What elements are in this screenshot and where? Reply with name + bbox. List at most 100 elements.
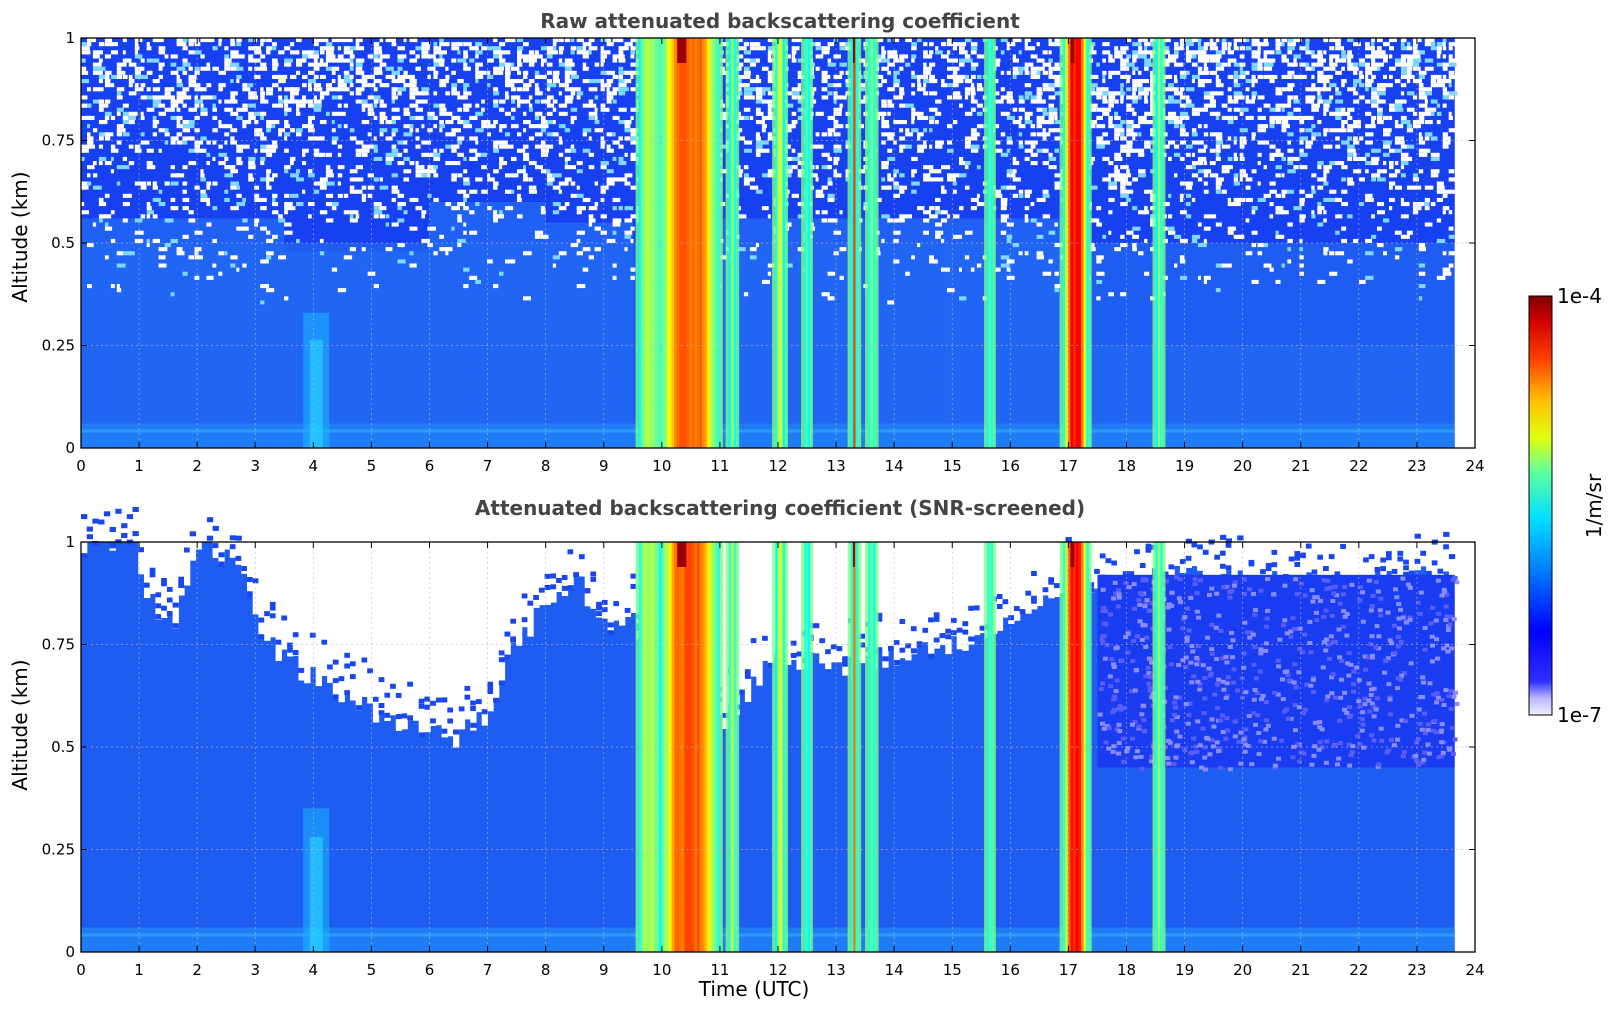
noise-speck xyxy=(1371,91,1378,96)
noise-speck xyxy=(1371,62,1380,67)
noise-speck xyxy=(1114,99,1119,104)
noise-speck xyxy=(941,83,948,88)
noise-speck xyxy=(1036,95,1042,100)
noise-speck xyxy=(242,87,251,92)
noise-speck xyxy=(1126,87,1132,92)
noise-speck xyxy=(451,46,460,51)
noise-speck xyxy=(1054,173,1063,178)
noise-speck xyxy=(1030,140,1038,145)
noise-speck xyxy=(1191,62,1198,67)
noise-speck xyxy=(254,58,261,63)
noise-speck xyxy=(1102,70,1107,75)
noise-speck xyxy=(1347,148,1356,153)
noise-speck xyxy=(104,103,109,108)
noise-speck xyxy=(260,206,267,211)
noise-speck xyxy=(749,58,759,63)
noise-speck xyxy=(128,115,136,120)
edge-speck xyxy=(521,593,528,599)
noise-speck xyxy=(361,185,367,190)
noise-speck xyxy=(1317,165,1322,170)
noise-speck xyxy=(1287,259,1292,264)
screened-out-column xyxy=(1368,542,1376,590)
noise-speck xyxy=(899,173,905,178)
noise-speck xyxy=(248,156,256,161)
noise-speck xyxy=(1442,95,1449,100)
noise-speck xyxy=(433,165,438,170)
noise-speck xyxy=(499,50,506,55)
noise-speck xyxy=(493,120,498,125)
edge-speck xyxy=(1128,571,1135,577)
boundary-layer-slice xyxy=(81,218,285,424)
noise-speck xyxy=(1000,202,1008,207)
screened-out-column xyxy=(1117,542,1124,585)
noise-speck xyxy=(630,156,640,161)
noise-speck xyxy=(767,99,776,104)
noise-speck xyxy=(1203,91,1211,96)
noise-speck xyxy=(881,99,887,104)
noise-speck xyxy=(355,91,362,96)
noise-speck xyxy=(1394,62,1403,67)
screened-out-column xyxy=(1202,542,1210,586)
noise-speck xyxy=(1335,38,1341,43)
noise-speck xyxy=(176,247,183,252)
edge-speck xyxy=(258,634,265,640)
noise-speck xyxy=(964,58,973,63)
noise-speck xyxy=(1347,259,1353,264)
noise-speck xyxy=(218,271,223,276)
noise-speck xyxy=(1090,50,1097,55)
noise-speck xyxy=(558,251,567,256)
noise-speck xyxy=(1299,128,1305,133)
noise-speck xyxy=(1448,115,1453,120)
noise-speck xyxy=(1120,132,1125,137)
edge-speck xyxy=(882,656,889,662)
noise-speck xyxy=(337,144,343,149)
noise-speck xyxy=(1287,189,1294,194)
edge-speck xyxy=(550,584,557,590)
noise-speck xyxy=(325,111,330,116)
edge-speck xyxy=(229,535,237,541)
noise-speck xyxy=(290,50,298,55)
noise-speck xyxy=(475,54,479,59)
noise-speck xyxy=(1203,124,1208,129)
noise-speck xyxy=(881,79,887,84)
noise-speck xyxy=(302,124,310,129)
pale-speck xyxy=(1251,697,1257,702)
noise-speck xyxy=(278,128,285,133)
noise-speck xyxy=(122,38,127,43)
noise-speck xyxy=(606,91,614,96)
noise-speck xyxy=(558,181,567,186)
x-tick-label: 15 xyxy=(943,457,962,475)
noise-speck xyxy=(1006,95,1013,100)
pale-speck xyxy=(1293,685,1299,690)
pale-speck xyxy=(1434,700,1439,705)
noise-speck xyxy=(463,284,469,289)
noise-speck xyxy=(122,120,132,125)
noise-speck xyxy=(1317,91,1321,96)
noise-speck xyxy=(1018,189,1024,194)
cloud-column xyxy=(804,38,807,448)
screened-out-column xyxy=(922,542,929,643)
pale-speck xyxy=(1104,724,1110,729)
noise-speck xyxy=(929,259,938,264)
noise-speck xyxy=(1269,74,1278,79)
noise-speck xyxy=(1418,87,1426,92)
noise-speck xyxy=(457,95,466,100)
noise-speck xyxy=(1389,173,1398,178)
noise-speck xyxy=(367,54,374,59)
noise-speck xyxy=(373,115,378,120)
noise-speck xyxy=(749,62,756,67)
noise-speck xyxy=(1353,42,1361,47)
noise-speck xyxy=(755,87,764,92)
noise-speck xyxy=(260,259,269,264)
edge-speck xyxy=(1265,563,1273,568)
noise-speck xyxy=(1108,99,1114,104)
noise-speck xyxy=(1215,74,1219,79)
pale-speck xyxy=(1441,646,1447,651)
noise-speck xyxy=(899,66,904,71)
noise-speck xyxy=(397,152,403,157)
edge-speck xyxy=(287,647,294,653)
noise-speck xyxy=(929,74,935,79)
noise-speck xyxy=(1383,83,1390,88)
screened-out-column xyxy=(1128,542,1135,589)
noise-speck xyxy=(1341,50,1346,55)
